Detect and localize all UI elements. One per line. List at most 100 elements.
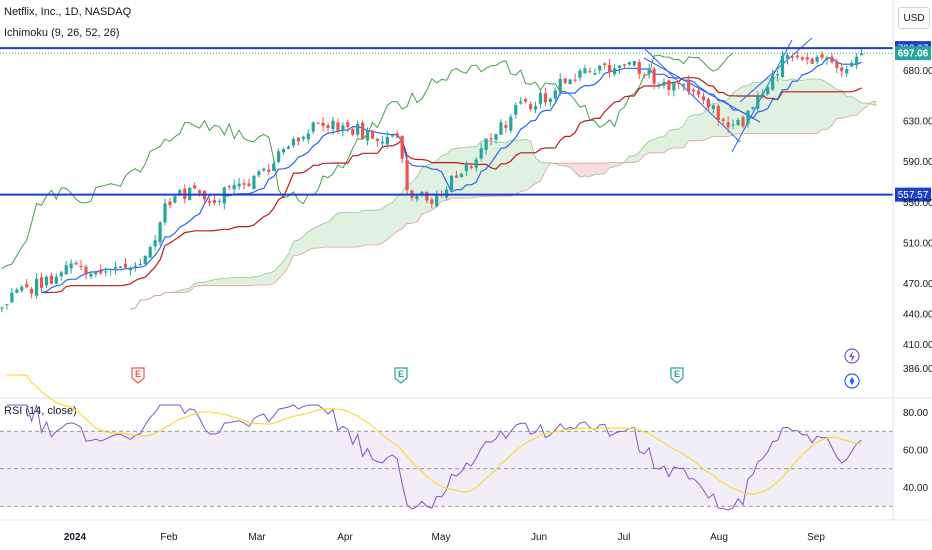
cloud-segment — [318, 223, 324, 249]
price-axis[interactable]: 680.00 630.00 590.00 550.00 510.00 470.00 440.… — [892, 0, 932, 520]
candle-body — [775, 74, 780, 76]
candle-body — [420, 191, 424, 194]
cloud-segment — [204, 280, 210, 286]
rsi-tick: 80.00 — [903, 408, 928, 419]
candle-body — [34, 278, 39, 296]
candle-body — [74, 262, 78, 265]
candle-body — [538, 93, 543, 104]
candle-body — [716, 105, 720, 121]
candle-body — [64, 265, 68, 275]
candle-body — [568, 79, 572, 85]
cloud-segment — [332, 213, 338, 248]
cloud-segment — [283, 253, 289, 274]
cloud-segment — [224, 277, 230, 286]
candle-body — [375, 138, 380, 141]
candle-body — [692, 89, 696, 92]
candle-body — [632, 60, 636, 66]
month-label: Jul — [618, 532, 631, 543]
candle-body — [207, 201, 212, 203]
candle-body — [69, 263, 73, 269]
price-tick: 440.00 — [903, 309, 932, 320]
price-tick: 630.00 — [903, 117, 932, 128]
cloud-segment — [219, 278, 225, 286]
ichimoku-cloud — [130, 77, 877, 310]
time-axis[interactable]: 2024 Feb Mar Apr May Jun Jul Aug Sep — [0, 519, 932, 543]
dividend-glyph — [849, 377, 855, 385]
candle-body — [109, 268, 113, 270]
candle-body — [395, 133, 399, 138]
trend-line — [643, 57, 761, 123]
candle-body — [672, 82, 676, 91]
price-tick: 510.00 — [903, 238, 932, 249]
candle-body — [20, 286, 24, 291]
cloud-segment — [525, 139, 531, 191]
cloud-segment — [649, 139, 655, 153]
cloud-segment — [461, 147, 467, 199]
cloud-segment — [347, 212, 353, 248]
price-tick: 470.00 — [903, 279, 932, 290]
rsi-legend: RSI (14, close) — [4, 405, 77, 417]
cloud-segment — [421, 165, 427, 215]
currency-selector[interactable]: USD — [898, 7, 930, 29]
candle-body — [311, 122, 315, 132]
cloud-segment — [357, 210, 363, 248]
cloud-segment — [836, 89, 842, 119]
cloud-segment — [308, 228, 314, 251]
candle-body — [272, 163, 276, 171]
candle-body — [593, 73, 597, 75]
candle-body — [484, 138, 488, 150]
candle-body — [341, 125, 345, 132]
cloud-segment — [328, 217, 333, 248]
cloud-segment — [535, 158, 541, 184]
rsi-line — [6, 404, 862, 511]
cloud-segment — [812, 78, 818, 134]
cloud-segment — [668, 129, 674, 150]
candle-body — [10, 292, 14, 303]
candle-body — [128, 268, 133, 271]
cloud-segment — [244, 277, 249, 286]
candle-body — [652, 68, 656, 84]
candle-body — [123, 263, 128, 268]
candle-body — [746, 110, 750, 124]
cloud-segment — [822, 79, 827, 130]
cloud-segment — [683, 116, 689, 148]
cloud-segment — [579, 163, 585, 178]
candle-body — [815, 56, 819, 62]
cloud-segment — [249, 276, 254, 286]
cloud-segment — [209, 279, 215, 286]
candle-body — [622, 64, 627, 66]
candle-body — [810, 58, 814, 64]
candle-body — [351, 129, 355, 135]
candle-body — [296, 137, 300, 142]
candle-body — [800, 57, 804, 60]
price-tick: 410.00 — [903, 340, 932, 351]
price-tick: 680.00 — [903, 66, 932, 77]
cloud-segment — [258, 274, 264, 285]
candle-body — [44, 276, 49, 286]
cloud-segment — [802, 79, 808, 134]
candle-body — [642, 74, 646, 76]
candle-body — [346, 122, 350, 127]
cloud-segment — [673, 129, 679, 148]
cloud-segment — [663, 130, 669, 153]
candle-body — [603, 63, 607, 65]
candle-body — [15, 289, 19, 293]
cloud-segment — [303, 231, 309, 254]
cloud-segment — [826, 82, 832, 130]
trend-line — [643, 47, 741, 143]
cloud-segment — [496, 142, 501, 197]
candle-body — [99, 269, 103, 274]
candle-body — [445, 189, 449, 198]
cloud-segment — [614, 162, 620, 167]
cloud-segment — [575, 163, 580, 178]
candle-body — [262, 168, 266, 171]
month-label: Aug — [710, 532, 728, 543]
candle-body — [573, 79, 577, 81]
candle-body — [148, 247, 152, 258]
candle-body — [252, 175, 256, 189]
cloud-segment — [520, 139, 526, 192]
candle-body — [711, 105, 715, 110]
